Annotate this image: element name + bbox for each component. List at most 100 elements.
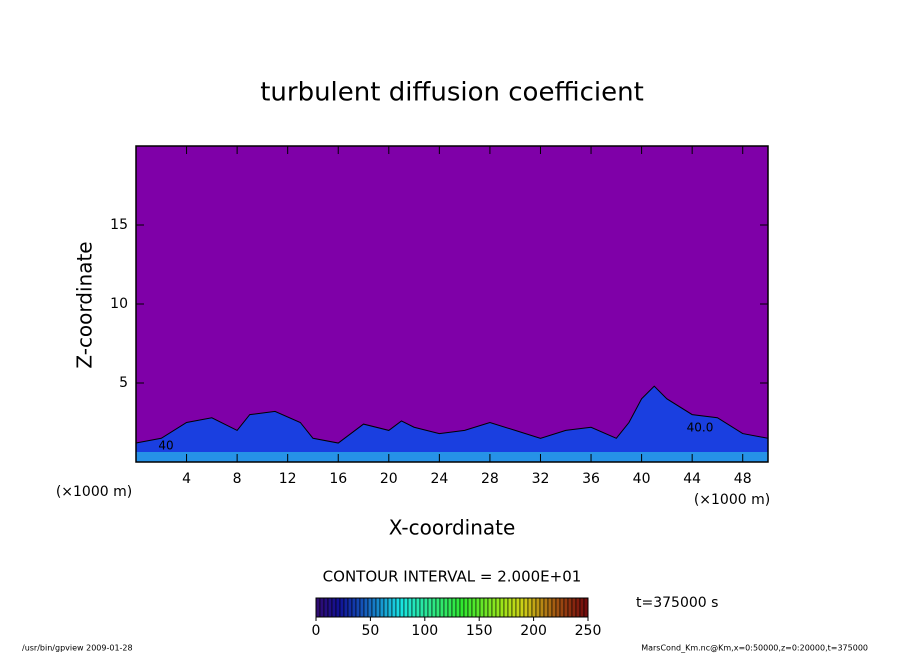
colorbar-cell: [515, 597, 521, 618]
colorbar-cell: [315, 597, 321, 618]
colorbar-cell: [395, 597, 401, 618]
x-tick-label: 48: [734, 471, 752, 487]
colorbar-cell: [459, 597, 465, 618]
colorbar-cell: [559, 597, 565, 618]
colorbar-cell: [547, 597, 553, 618]
footer: /usr/bin/gpview 2009-01-28: [22, 644, 133, 653]
turbulent-area: [135, 385, 769, 463]
x-tick-label: 16: [329, 471, 347, 487]
time-label: t=375000 s: [636, 595, 718, 611]
x-tick-label: 40: [633, 471, 651, 487]
colorbar-cell: [367, 597, 373, 618]
colorbar-cell: [503, 597, 509, 618]
colorbar-cell: [551, 597, 557, 618]
x-tick-label: 32: [532, 471, 550, 487]
colorbar-cell: [347, 597, 353, 618]
colorbar-cell: [343, 597, 349, 618]
colorbar-cell: [351, 597, 357, 618]
colorbar-cell: [523, 597, 529, 618]
colorbar-cell: [495, 597, 501, 618]
colorbar-cell: [323, 597, 329, 618]
colorbar-tick-label: 50: [361, 623, 379, 639]
colorbar-cell: [391, 597, 397, 618]
colorbar-cell: [407, 597, 413, 618]
colorbar-cell: [387, 597, 393, 618]
colorbar-cell: [399, 597, 405, 618]
colorbar-cell: [475, 597, 481, 618]
colorbar-cell: [359, 597, 365, 618]
colorbar-cell: [455, 597, 461, 618]
chart-title: turbulent diffusion coefficient: [260, 78, 644, 108]
colorbar-cell: [579, 597, 585, 618]
colorbar-cell: [451, 597, 457, 618]
colorbar-cell: [423, 597, 429, 618]
colorbar-cell: [463, 597, 469, 618]
colorbar-cell: [371, 597, 377, 618]
x-axis-label: X-coordinate: [389, 516, 516, 540]
colorbar-cell: [539, 597, 545, 618]
colorbar-cell: [511, 597, 517, 618]
colorbar-cell: [375, 597, 381, 618]
colorbar-tick-label: 0: [312, 623, 321, 639]
y-axis-label: Z-coordinate: [73, 241, 97, 368]
x-tick-label: 20: [380, 471, 398, 487]
x-tick-label: 24: [430, 471, 448, 487]
colorbar-cell: [419, 597, 425, 618]
colorbar-cell: [507, 597, 513, 618]
contour-label: 40.0: [687, 421, 714, 435]
colorbar-cell: [383, 597, 389, 618]
colorbar-cell: [427, 597, 433, 618]
colorbar-cell: [355, 597, 361, 618]
colorbar-cell: [487, 597, 493, 618]
contour-interval: CONTOUR INTERVAL = 2.000E+01: [323, 568, 582, 586]
colorbar-frame: [315, 597, 589, 618]
colorbar-cell: [335, 597, 341, 618]
colorbar-cell: [483, 597, 489, 618]
colorbar-cell: [327, 597, 333, 618]
x-tick-label: 4: [182, 471, 191, 487]
colorbar-cell: [531, 597, 537, 618]
x-unit: (×1000 m): [56, 484, 132, 500]
colorbar-cell: [431, 597, 437, 618]
colorbar-cell: [363, 597, 369, 618]
colorbar-cell: [583, 597, 589, 618]
colorbar-cell: [339, 597, 345, 618]
surface-band: [136, 452, 768, 462]
colorbar-cell: [319, 597, 325, 618]
colorbar-cell: [443, 597, 449, 618]
footer: MarsCond_Km.nc@Km,x=0:50000,z=0:20000,t=…: [641, 644, 868, 653]
colorbar-cell: [519, 597, 525, 618]
colorbar-cell: [447, 597, 453, 618]
colorbar-cell: [331, 597, 337, 618]
x-tick-label: 36: [582, 471, 600, 487]
colorbar-cell: [571, 597, 577, 618]
colorbar-cell: [479, 597, 485, 618]
x-tick-label: 8: [233, 471, 242, 487]
colorbar-cell: [471, 597, 477, 618]
colorbar-cell: [435, 597, 441, 618]
colorbar-cell: [467, 597, 473, 618]
colorbar-cell: [379, 597, 385, 618]
y-tick-label: 5: [119, 375, 128, 391]
y-tick-label: 15: [110, 217, 128, 233]
colorbar-tick-label: 150: [466, 623, 493, 639]
colorbar-tick-label: 250: [575, 623, 602, 639]
colorbar-cell: [491, 597, 497, 618]
colorbar-cell: [499, 597, 505, 618]
x-unit: (×1000 m): [694, 492, 770, 508]
x-tick-label: 12: [279, 471, 297, 487]
colorbar-cell: [575, 597, 581, 618]
colorbar-tick-label: 100: [411, 623, 438, 639]
colorbar-cell: [411, 597, 417, 618]
colorbar-cell: [527, 597, 533, 618]
colorbar-cell: [563, 597, 569, 618]
colorbar-cell: [403, 597, 409, 618]
y-tick-label: 10: [110, 296, 128, 312]
colorbar-cell: [543, 597, 549, 618]
contour-label: 40: [158, 439, 173, 453]
colorbar-cell: [555, 597, 561, 618]
colorbar-cell: [415, 597, 421, 618]
x-tick-label: 28: [481, 471, 499, 487]
colorbar-cell: [535, 597, 541, 618]
